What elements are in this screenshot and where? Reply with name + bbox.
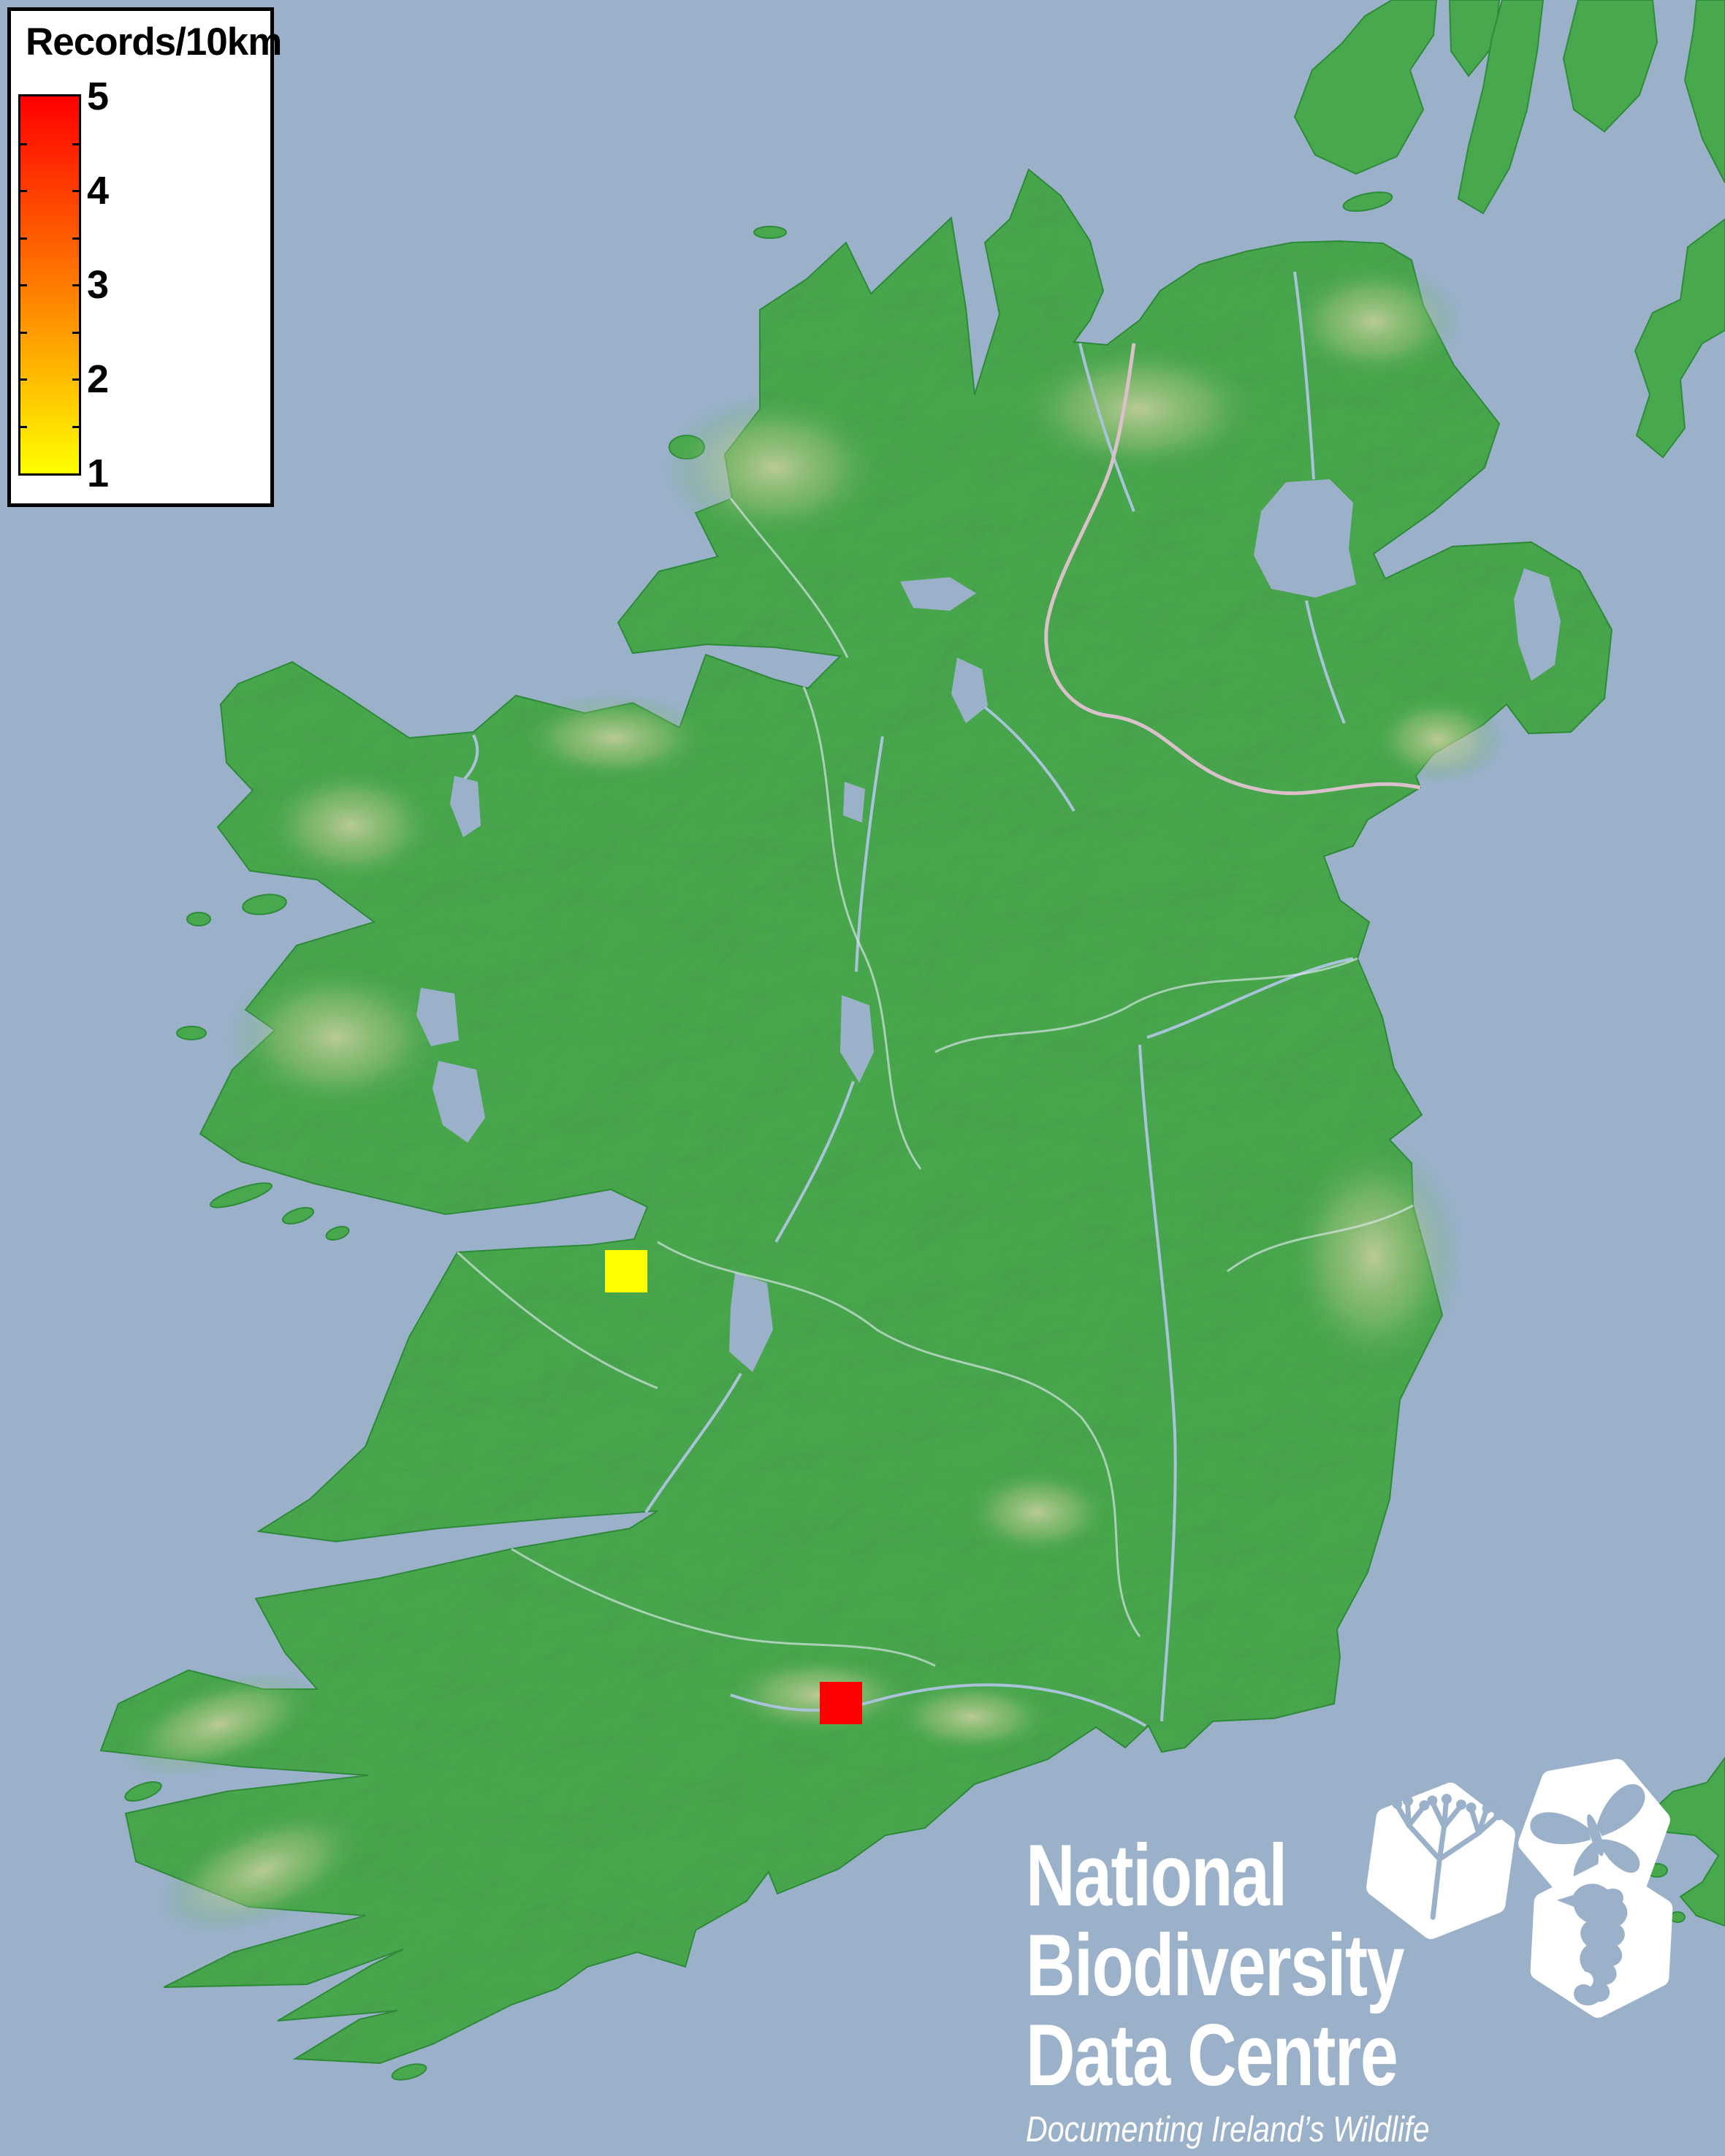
legend-gradient-bar — [18, 94, 81, 476]
river-bann — [1293, 271, 1346, 724]
lake-lough-allen — [843, 782, 865, 823]
county-boundaries — [456, 498, 1414, 1667]
island-clare — [242, 894, 287, 915]
legend-tick — [72, 142, 79, 145]
rivers — [463, 271, 1354, 1727]
logo-line-2: Biodiversity — [1026, 1916, 1405, 2014]
legend-value-label: 5 — [87, 75, 110, 118]
river-foyle — [1078, 343, 1135, 512]
legend-tick — [20, 331, 27, 334]
island-valentia — [124, 1781, 162, 1802]
lake-lough-mask — [416, 988, 459, 1046]
legend-panel: Records/10km 5 4 3 2 1 — [7, 7, 282, 507]
island-cape-clear — [391, 2063, 427, 2081]
region-scotland-arran — [1562, 0, 1659, 133]
island-rathlin — [1342, 191, 1393, 212]
occurrence-square — [605, 1250, 647, 1292]
plant-hexagon — [1366, 1782, 1515, 1940]
lakes — [416, 479, 1561, 1372]
region-wales-pembrokeshire — [1651, 1756, 1725, 1927]
lake-lough-corrib — [433, 1061, 485, 1143]
river-suir — [730, 1683, 1146, 1727]
lake-lower-lough-erne — [900, 577, 976, 611]
legend-tick — [72, 237, 79, 240]
logo-line-3: Data Centre — [1026, 2006, 1398, 2104]
legend-tick — [20, 284, 27, 286]
logo-line-1: National — [1026, 1826, 1287, 1924]
legend-tick — [20, 142, 27, 145]
legend-value-label: 3 — [87, 263, 110, 307]
occurrence-squares — [605, 1250, 862, 1724]
legend-value-label: 2 — [87, 357, 110, 401]
legend-tick — [20, 378, 27, 381]
ni-border — [1044, 343, 1421, 796]
region-scotland-jura-tip — [1448, 0, 1501, 77]
legend-title: Records/10km — [26, 20, 282, 64]
mountain-highlights — [121, 263, 1504, 1933]
lake-strangford-lough — [1514, 568, 1561, 681]
legend-tick — [72, 190, 79, 192]
legend-value-label: 1 — [87, 452, 110, 495]
river-erne — [983, 706, 1075, 812]
legend-tick — [20, 425, 27, 428]
legend-value-label: 4 — [87, 169, 110, 213]
legend-tick — [72, 425, 79, 428]
legend-tick — [72, 378, 79, 381]
nbdc-logo-hexagons — [1366, 1759, 1673, 2018]
river-moy — [463, 734, 479, 780]
river-barrow — [1138, 1044, 1177, 1722]
region-scotland-galloway — [1634, 218, 1725, 459]
island-aran-inishmore — [210, 1182, 273, 1208]
region-scotland-ayrshire — [1683, 0, 1725, 183]
legend-tick — [72, 331, 79, 334]
legend-tick — [72, 284, 79, 286]
seahorse-icon — [1556, 1883, 1628, 2005]
island-tory — [753, 226, 787, 239]
island-aran-inisheer — [325, 1225, 350, 1241]
plant-umbel-tips — [1392, 1794, 1504, 1821]
plant-umbel-icon — [1394, 1799, 1500, 1920]
river-shannon — [644, 736, 884, 1514]
region-scotland-islay-jura — [1293, 0, 1438, 175]
lake-lough-neagh — [1254, 479, 1356, 598]
lake-upper-lough-erne — [951, 658, 988, 723]
legend-tick — [20, 237, 27, 240]
lake-lough-conn — [450, 776, 481, 837]
island-inishbofin — [176, 1026, 207, 1040]
seahorse-hexagon — [1530, 1862, 1673, 2018]
logo-tagline: Documenting Ireland’s Wildlife — [1026, 2110, 1430, 2149]
region-scotland-kintyre — [1457, 0, 1545, 215]
island-aran-inishmaan — [281, 1207, 315, 1224]
river-boyne — [1146, 957, 1354, 1039]
lake-lough-ree — [840, 995, 874, 1083]
occurrence-square — [820, 1682, 862, 1724]
legend-tick — [20, 190, 27, 192]
lake-lough-derg — [729, 1273, 773, 1372]
island-achillbeg — [186, 912, 211, 926]
nbdc-logo-text: National Biodiversity Data Centre Docume… — [1026, 1831, 1510, 2149]
